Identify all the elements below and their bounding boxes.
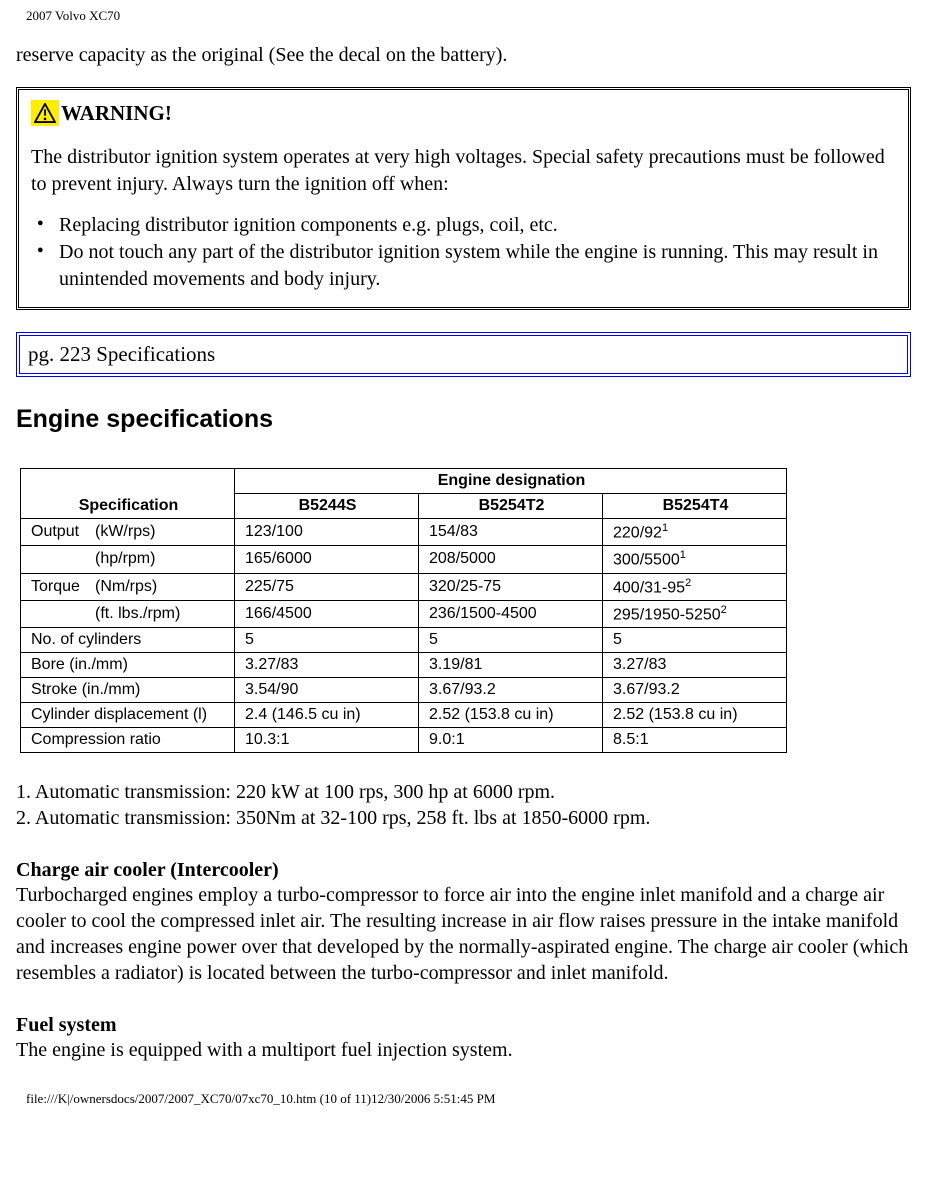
table-cell: 3.67/93.2 <box>603 678 787 703</box>
table-cell-label: Compression ratio <box>21 728 235 753</box>
table-cell: 9.0:1 <box>419 728 603 753</box>
table-cell: 2.52 (153.8 cu in) <box>603 703 787 728</box>
warning-box: WARNING! The distributor ignition system… <box>16 87 911 310</box>
table-cell: 2.52 (153.8 cu in) <box>419 703 603 728</box>
fuel-text: The engine is equipped with a multiport … <box>16 1037 911 1063</box>
table-cell: 5 <box>235 628 419 653</box>
table-cell: 320/25-75 <box>419 573 603 600</box>
table-row: Bore (in./mm)3.27/833.19/813.27/83 <box>21 653 787 678</box>
table-cell-label: No. of cylinders <box>21 628 235 653</box>
table-row: (ft. lbs./rpm)166/4500236/1500-4500295/1… <box>21 600 787 627</box>
table-cell: 154/83 <box>419 519 603 546</box>
table-cell: 8.5:1 <box>603 728 787 753</box>
table-cell-label: Bore (in./mm) <box>21 653 235 678</box>
page-footer: file:///K|/ownersdocs/2007/2007_XC70/07x… <box>26 1091 911 1107</box>
table-cell: 3.27/83 <box>235 653 419 678</box>
table-cell: 295/1950-52502 <box>603 600 787 627</box>
table-row: Torque(Nm/rps)225/75320/25-75400/31-952 <box>21 573 787 600</box>
section-heading: Engine specifications <box>16 405 911 434</box>
page-number-banner: pg. 223 Specifications <box>16 332 911 377</box>
table-cell: 5 <box>603 628 787 653</box>
table-cell: 208/5000 <box>419 546 603 573</box>
table-cell: 2.4 (146.5 cu in) <box>235 703 419 728</box>
warning-label: WARNING! <box>61 101 172 126</box>
table-row: Stroke (in./mm)3.54/903.67/93.23.67/93.2 <box>21 678 787 703</box>
table-cell: 220/921 <box>603 519 787 546</box>
engine-spec-table: Specification Engine designation B5244S … <box>20 468 787 753</box>
table-cell: 10.3:1 <box>235 728 419 753</box>
table-cell: 3.67/93.2 <box>419 678 603 703</box>
table-cell: 3.27/83 <box>603 653 787 678</box>
footnote: 1. Automatic transmission: 220 kW at 100… <box>16 779 911 805</box>
intro-paragraph: reserve capacity as the original (See th… <box>16 42 911 69</box>
table-cell: 236/1500-4500 <box>419 600 603 627</box>
table-row: (hp/rpm)165/6000208/5000300/55001 <box>21 546 787 573</box>
table-header-engine: B5254T4 <box>603 494 787 519</box>
table-header-group: Engine designation <box>235 469 787 494</box>
table-cell-label: Torque(Nm/rps) <box>21 573 235 600</box>
table-cell: 225/75 <box>235 573 419 600</box>
table-cell-label: Cylinder displacement (l) <box>21 703 235 728</box>
table-cell: 123/100 <box>235 519 419 546</box>
table-footnotes: 1. Automatic transmission: 220 kW at 100… <box>16 779 911 831</box>
table-cell-label: (ft. lbs./rpm) <box>21 600 235 627</box>
table-cell: 5 <box>419 628 603 653</box>
warning-list-item: Replacing distributor ignition component… <box>35 212 896 239</box>
table-row: Output(kW/rps)123/100154/83220/921 <box>21 519 787 546</box>
table-row: Cylinder displacement (l)2.4 (146.5 cu i… <box>21 703 787 728</box>
table-cell: 3.19/81 <box>419 653 603 678</box>
intercooler-text: Turbocharged engines employ a turbo-comp… <box>16 882 911 986</box>
table-cell: 400/31-952 <box>603 573 787 600</box>
table-cell: 3.54/90 <box>235 678 419 703</box>
warning-list-item: Do not touch any part of the distributor… <box>35 239 896 293</box>
intercooler-heading: Charge air cooler (Intercooler) <box>16 859 911 882</box>
table-row: No. of cylinders555 <box>21 628 787 653</box>
table-cell: 165/6000 <box>235 546 419 573</box>
table-cell-label: Stroke (in./mm) <box>21 678 235 703</box>
table-cell: 166/4500 <box>235 600 419 627</box>
table-row: Compression ratio10.3:19.0:18.5:1 <box>21 728 787 753</box>
warning-list: Replacing distributor ignition component… <box>31 212 896 293</box>
warning-triangle-icon <box>31 100 59 126</box>
footnote: 2. Automatic transmission: 350Nm at 32-1… <box>16 805 911 831</box>
table-header-engine: B5244S <box>235 494 419 519</box>
table-cell-label: Output(kW/rps) <box>21 519 235 546</box>
warning-text: The distributor ignition system operates… <box>31 144 896 198</box>
table-header-spec: Specification <box>31 497 226 515</box>
table-cell-label: (hp/rpm) <box>21 546 235 573</box>
table-header-engine: B5254T2 <box>419 494 603 519</box>
table-cell: 300/55001 <box>603 546 787 573</box>
page-header: 2007 Volvo XC70 <box>26 8 911 24</box>
fuel-heading: Fuel system <box>16 1014 911 1037</box>
